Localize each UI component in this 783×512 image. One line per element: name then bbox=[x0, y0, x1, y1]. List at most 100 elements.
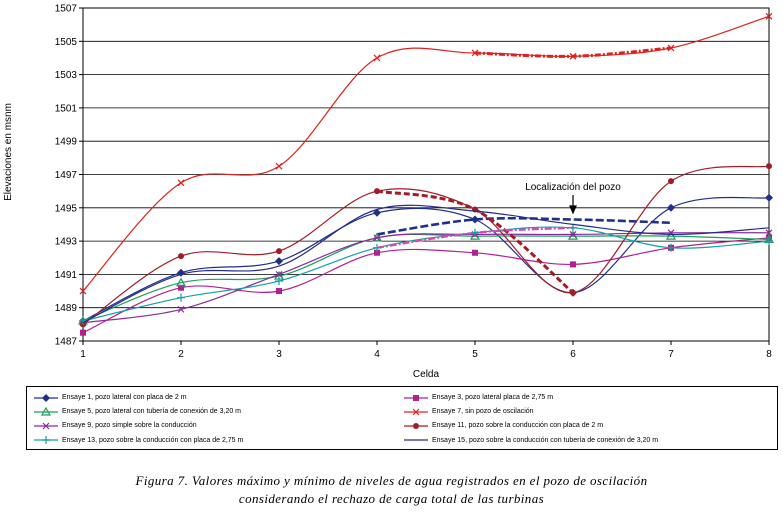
data-point bbox=[42, 422, 50, 430]
data-point bbox=[374, 249, 380, 256]
data-point bbox=[276, 288, 282, 295]
legend-label: Ensaye 1, pozo lateral con placa de 2 m bbox=[62, 394, 187, 401]
series-6 bbox=[80, 163, 772, 328]
series-highlight-segment bbox=[376, 216, 672, 236]
data-point bbox=[177, 293, 185, 302]
data-point bbox=[42, 393, 50, 402]
y-tick-label: 1493 bbox=[55, 237, 78, 248]
series-5 bbox=[79, 229, 773, 327]
data-point bbox=[667, 203, 675, 212]
data-point bbox=[178, 253, 184, 260]
legend-item: Ensaye 11, pozo sobre la conducción con … bbox=[403, 419, 603, 432]
annotation-label: Localización del pozo bbox=[525, 182, 621, 193]
data-point bbox=[569, 231, 577, 238]
x-tick-label: 6 bbox=[570, 349, 576, 360]
data-point bbox=[569, 52, 577, 60]
data-point bbox=[413, 394, 419, 401]
data-point bbox=[765, 193, 773, 202]
data-point bbox=[471, 49, 479, 57]
legend-item: Ensaye 3, pozo lateral placa de 2,75 m bbox=[403, 391, 553, 404]
series-4 bbox=[79, 12, 773, 295]
y-axis-title: Elevaciones en msnm bbox=[3, 103, 14, 201]
y-tick-label: 1495 bbox=[55, 203, 78, 214]
data-point bbox=[373, 54, 381, 62]
y-tick-label: 1487 bbox=[55, 337, 78, 348]
data-point bbox=[472, 249, 478, 256]
data-point bbox=[175, 277, 187, 287]
legend-label: Ensaye 9, pozo simple sobre la conducció… bbox=[62, 422, 197, 430]
legend-swatch bbox=[404, 408, 428, 416]
legend-item: Ensaye 1, pozo lateral con placa de 2 m bbox=[33, 391, 187, 404]
annotation-layer: Localización del pozo bbox=[525, 182, 621, 215]
series-line bbox=[82, 196, 770, 322]
data-point bbox=[275, 270, 283, 278]
y-axis: 1487 1489 1491 1493 1495 1497 1499 1501 1503 1505… bbox=[55, 4, 83, 348]
legend-label: Ensaye 15, pozo sobre la conducción con … bbox=[432, 436, 659, 444]
legend-label: Ensaye 7, sin pozo de oscilación bbox=[432, 408, 534, 416]
annotation-arrow bbox=[569, 195, 577, 215]
y-tick-label: 1507 bbox=[55, 4, 78, 15]
legend-swatch bbox=[404, 439, 428, 441]
data-point bbox=[275, 162, 283, 170]
legend-item: Ensaye 7, sin pozo de oscilación bbox=[403, 405, 534, 418]
series-line bbox=[82, 165, 770, 325]
series-line bbox=[82, 204, 770, 324]
series-layer bbox=[77, 12, 775, 336]
y-tick-label: 1503 bbox=[55, 70, 78, 81]
x-axis-title: Celda bbox=[413, 369, 440, 380]
data-point bbox=[668, 178, 674, 185]
data-point bbox=[667, 243, 675, 252]
legend-swatch bbox=[34, 393, 58, 402]
chart: 1487148914911493149514971499150115031505… bbox=[3, 4, 775, 380]
legend-swatch bbox=[404, 422, 428, 429]
data-point bbox=[373, 243, 381, 252]
y-tick-label: 1501 bbox=[55, 103, 78, 114]
series-highlight-segment bbox=[376, 226, 574, 249]
series-7 bbox=[79, 223, 773, 326]
legend-swatch bbox=[404, 394, 428, 401]
data-point bbox=[374, 188, 380, 195]
legend-swatch bbox=[34, 436, 58, 445]
figure-caption-line-1: Figura 7. Valores máximo y mínimo de niv… bbox=[135, 473, 648, 488]
data-point bbox=[373, 234, 381, 242]
legend-label: Ensaye 5, pozo lateral con tubería de co… bbox=[62, 408, 242, 416]
y-tick-label: 1499 bbox=[55, 137, 78, 148]
legend-item: Ensaye 9, pozo simple sobre la conducció… bbox=[33, 419, 197, 432]
data-point bbox=[765, 229, 773, 237]
series-line bbox=[82, 226, 770, 322]
data-point bbox=[276, 248, 282, 255]
series-1 bbox=[79, 193, 773, 326]
data-point bbox=[765, 237, 773, 246]
legend-item: Ensaye 5, pozo lateral con tubería de co… bbox=[33, 405, 241, 418]
legend-label: Ensaye 3, pozo lateral placa de 2,75 m bbox=[432, 394, 554, 401]
legend-swatch bbox=[34, 422, 58, 430]
data-point bbox=[178, 284, 184, 291]
data-point bbox=[177, 179, 185, 187]
series-line bbox=[82, 232, 770, 324]
data-point bbox=[413, 422, 419, 429]
data-point bbox=[275, 257, 283, 266]
data-point bbox=[275, 277, 283, 286]
x-tick-label: 5 bbox=[472, 349, 478, 360]
legend-item: Ensaye 13, pozo sobre la conducción con … bbox=[33, 434, 243, 447]
data-point bbox=[80, 329, 86, 336]
data-point bbox=[667, 44, 675, 52]
data-point bbox=[765, 12, 773, 20]
data-point bbox=[40, 406, 52, 416]
y-tick-label: 1491 bbox=[55, 270, 78, 281]
y-tick-label: 1497 bbox=[55, 170, 78, 181]
data-point bbox=[79, 287, 87, 295]
x-tick-label: 7 bbox=[668, 349, 674, 360]
data-point bbox=[570, 289, 576, 296]
data-point bbox=[373, 208, 381, 217]
data-point bbox=[412, 408, 420, 416]
data-point bbox=[42, 436, 50, 445]
legend-swatch bbox=[34, 406, 58, 416]
data-point bbox=[471, 215, 479, 224]
legend: Ensaye 1, pozo lateral con placa de 2 m E… bbox=[26, 386, 778, 450]
data-point bbox=[177, 305, 185, 313]
series-8 bbox=[82, 204, 770, 324]
x-axis: 1 2 3 4 5 6 7 8 bbox=[80, 341, 772, 360]
data-point bbox=[570, 261, 576, 268]
series-line bbox=[82, 237, 770, 334]
